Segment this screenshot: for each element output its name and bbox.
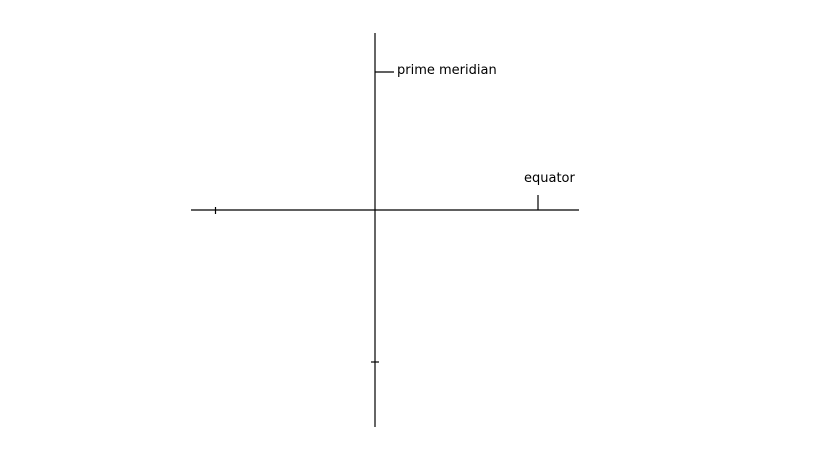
equator-label: equator xyxy=(524,171,576,186)
prime-meridian-label: prime meridian xyxy=(397,63,497,78)
